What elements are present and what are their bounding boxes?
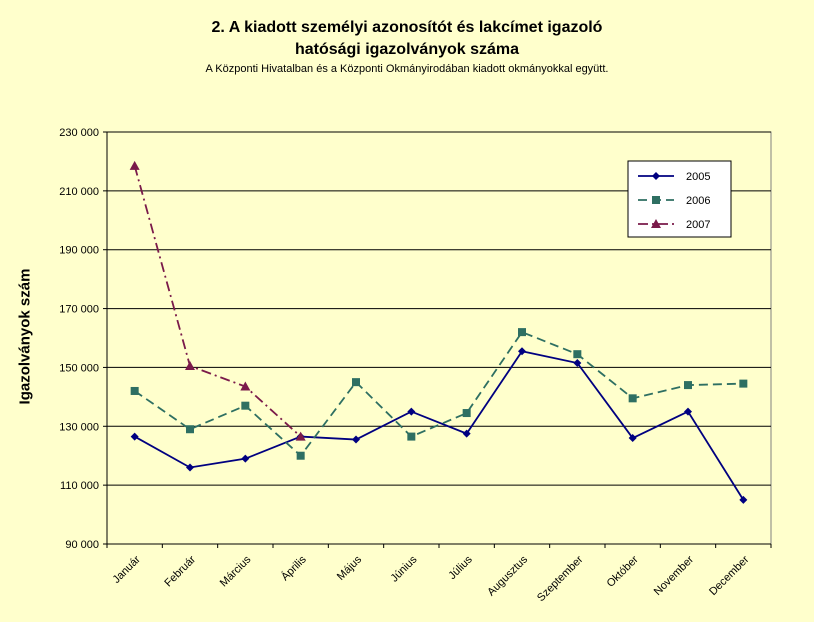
data-point-2005 (352, 435, 360, 444)
x-tick-label: Június (388, 553, 419, 584)
y-tick-label: 130 000 (59, 421, 99, 433)
chart-title-line2: hatósági igazolványok száma (294, 41, 520, 58)
data-point-2006 (628, 394, 637, 403)
data-point-2007 (129, 160, 140, 170)
y-tick-label: 210 000 (59, 186, 99, 198)
y-tick-label: 230 000 (59, 127, 99, 139)
data-point-2006 (573, 350, 582, 359)
legend (627, 160, 732, 238)
data-point-2005 (130, 432, 139, 441)
data-point-2005 (573, 359, 582, 368)
series-line-2005 (134, 350, 745, 501)
data-point-2005 (518, 347, 526, 356)
data-point-2007 (185, 360, 195, 370)
y-tick-label: 170 000 (59, 304, 99, 316)
legend-label-2005: 2005 (686, 171, 710, 183)
data-point-2007 (295, 431, 306, 441)
data-point-2006 (518, 328, 526, 337)
data-point-2007 (240, 381, 251, 391)
legend-label-2006: 2006 (686, 195, 710, 207)
data-point-2006 (462, 409, 471, 418)
x-tick-label: Május (335, 553, 365, 583)
x-tick-label: Március (218, 553, 254, 589)
x-tick-label: Január (111, 553, 144, 586)
data-point-2006 (296, 451, 305, 460)
x-tick-label: Április (278, 553, 309, 584)
data-point-2005 (241, 454, 250, 463)
y-tick-label: 190 000 (59, 245, 99, 257)
data-point-2005 (739, 495, 748, 504)
legend-marker-2005 (652, 172, 660, 180)
data-point-2006 (352, 378, 360, 387)
data-point-2006 (186, 425, 194, 434)
data-point-2006 (407, 432, 416, 441)
data-point-2005 (407, 407, 416, 416)
x-tick-label: Október (605, 553, 641, 589)
x-tick-label: Szeptember (535, 553, 586, 604)
data-point-2006 (739, 379, 748, 388)
x-tick-label: Július (446, 553, 475, 582)
legend-marker-2006 (652, 196, 660, 204)
legend-label-2007: 2007 (686, 219, 710, 231)
x-tick-label: December (707, 553, 752, 598)
data-point-2005 (462, 429, 471, 438)
x-tick-label: Augusztus (485, 553, 530, 598)
x-tick-label: November (652, 553, 697, 598)
data-point-2005 (684, 407, 692, 416)
legend-marker-2007 (651, 219, 661, 228)
data-point-2005 (628, 434, 637, 443)
data-point-2005 (186, 463, 194, 472)
chart-title-line1: 2. A kiadott személyi azonosítót és lakc… (211, 19, 603, 36)
series-line-2006 (134, 331, 744, 458)
y-tick-label: 110 000 (60, 480, 99, 492)
chart-subtitle: A Központi Hivatalban és a Központi Okmá… (205, 63, 609, 75)
y-tick-label: 90 000 (65, 539, 99, 551)
series-line-2007 (133, 165, 302, 438)
data-point-2006 (241, 401, 250, 410)
y-tick-label: 150 000 (59, 362, 99, 374)
data-point-2006 (130, 386, 139, 395)
x-tick-label: Február (162, 553, 198, 589)
data-point-2006 (684, 381, 692, 390)
